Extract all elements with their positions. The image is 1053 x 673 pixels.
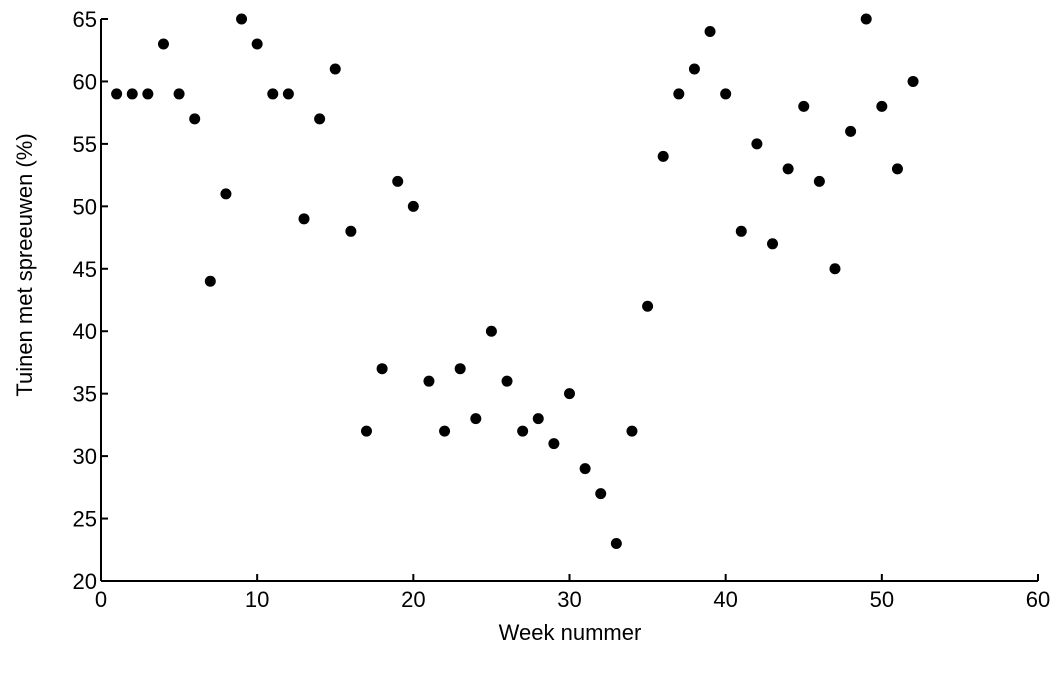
data-point	[673, 88, 685, 100]
data-point	[501, 375, 513, 387]
data-point	[454, 363, 466, 375]
data-point	[204, 275, 216, 287]
data-point	[345, 225, 357, 237]
data-point	[876, 100, 888, 112]
data-point	[782, 163, 794, 175]
data-point	[657, 150, 669, 162]
data-point	[813, 175, 825, 187]
data-points	[111, 13, 919, 550]
data-point	[564, 388, 575, 400]
y-tick-label: 60	[73, 69, 97, 94]
x-tick-label: 10	[245, 587, 269, 612]
data-point	[376, 363, 388, 375]
x-tick-label: 30	[557, 587, 581, 612]
data-point	[767, 238, 779, 250]
x-tick-label: 50	[870, 587, 894, 612]
data-point	[329, 63, 341, 75]
data-point	[111, 88, 123, 100]
data-point	[891, 163, 903, 175]
y-axis-title: Tuinen met spreeuwen (%)	[12, 133, 37, 396]
data-point	[751, 138, 763, 150]
y-tick-label: 35	[73, 382, 97, 407]
data-point	[735, 225, 747, 237]
x-tick-label: 0	[95, 587, 107, 612]
y-tick-label: 50	[73, 194, 97, 219]
data-point	[220, 188, 232, 200]
data-point	[251, 38, 263, 50]
y-tick-label: 20	[73, 569, 97, 594]
data-point	[407, 200, 419, 212]
data-point	[282, 88, 294, 100]
data-point	[173, 88, 185, 100]
data-point	[126, 88, 138, 100]
data-point	[860, 13, 872, 25]
data-point	[267, 88, 279, 100]
data-point	[360, 425, 372, 437]
data-point	[314, 113, 326, 125]
data-point	[642, 300, 654, 312]
data-point	[907, 75, 919, 87]
data-point	[704, 25, 716, 37]
y-tick-label: 25	[73, 507, 97, 532]
data-point	[439, 425, 451, 437]
axes: 0 10 20 30 40 50 60 20 25 30 35 40 45 50 55 60 65	[73, 7, 1051, 612]
data-point	[579, 463, 591, 475]
data-point	[236, 13, 248, 25]
data-point	[298, 213, 310, 225]
y-tick-label: 45	[73, 257, 97, 282]
x-tick-label: 60	[1026, 587, 1050, 612]
x-tick-label: 20	[401, 587, 425, 612]
data-point	[532, 413, 544, 425]
data-point	[189, 113, 201, 125]
data-point	[142, 88, 154, 100]
data-point	[626, 425, 638, 437]
data-point	[845, 125, 857, 137]
y-tick-label: 40	[73, 319, 97, 344]
y-tick-label: 65	[73, 7, 97, 32]
data-point	[470, 413, 482, 425]
data-point	[610, 538, 622, 550]
data-point	[829, 263, 841, 275]
data-point	[392, 175, 404, 187]
data-point	[688, 63, 700, 75]
y-tick-label: 55	[73, 132, 97, 157]
x-tick-label: 40	[713, 587, 737, 612]
data-point	[423, 375, 435, 387]
data-point	[517, 425, 529, 437]
data-point	[548, 438, 560, 450]
data-point	[798, 100, 810, 112]
data-point	[595, 488, 607, 500]
data-point	[720, 88, 732, 100]
data-point	[157, 38, 169, 50]
y-tick-label: 30	[73, 444, 97, 469]
data-point	[485, 325, 497, 337]
x-axis-title: Week nummer	[499, 620, 642, 645]
